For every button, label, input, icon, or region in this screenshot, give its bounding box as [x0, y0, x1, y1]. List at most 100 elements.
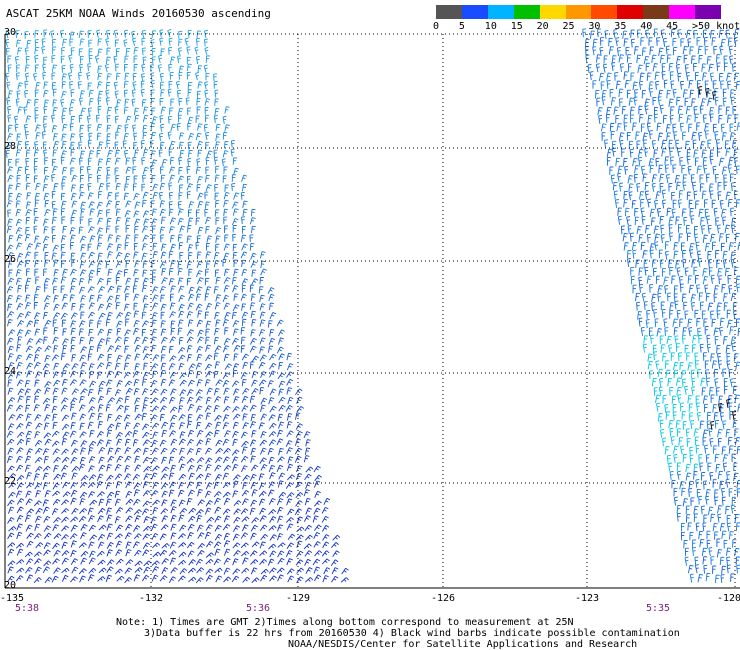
wind-barb: [52, 244, 60, 252]
wind-barb: [694, 436, 699, 446]
wind-barb: [658, 47, 664, 56]
wind-barb: [708, 267, 713, 276]
wind-barb: [735, 275, 740, 285]
wind-barb: [655, 360, 660, 370]
wind-barb: [168, 576, 176, 584]
wind-barb: [24, 388, 31, 396]
wind-barb: [321, 550, 330, 557]
wind-barb: [134, 567, 143, 573]
wind-barb: [668, 344, 672, 354]
wind-barb: [186, 56, 191, 65]
wind-barb: [24, 80, 29, 89]
wind-barb: [125, 277, 132, 285]
wind-barb: [726, 352, 731, 362]
wind-barb: [134, 549, 142, 557]
wind-barb: [231, 380, 240, 388]
wind-barb: [322, 525, 330, 532]
wind-barb: [673, 293, 678, 303]
wind-barb: [96, 132, 102, 141]
wind-barb: [52, 413, 58, 422]
wind-barb: [665, 360, 670, 369]
wind-barb: [7, 345, 14, 353]
wind-barb: [61, 352, 66, 361]
wind-barb: [241, 490, 250, 497]
wind-barb: [285, 482, 294, 489]
wind-barb: [286, 558, 293, 566]
wind-barb: [205, 336, 210, 345]
wind-barb: [105, 89, 110, 98]
wind-barb: [671, 275, 676, 284]
wind-barb: [286, 492, 295, 499]
wind-barb: [7, 184, 13, 193]
wind-barb: [689, 412, 694, 421]
wind-barb: [687, 362, 693, 371]
wind-barb: [124, 345, 129, 353]
wind-barb: [97, 277, 104, 285]
wind-barb: [97, 234, 103, 242]
wind-barb: [241, 243, 248, 251]
wind-barb: [61, 115, 66, 124]
wind-barb: [204, 81, 209, 90]
wind-barb: [240, 251, 248, 259]
wind-barb: [141, 328, 147, 337]
wind-barb: [704, 123, 710, 132]
wind-barb: [88, 447, 94, 455]
wind-barb: [268, 439, 277, 446]
wind-barb: [168, 277, 175, 286]
wind-barb: [53, 473, 61, 481]
wind-barb: [7, 218, 13, 226]
wind-barb: [61, 387, 68, 395]
wind-barb: [205, 157, 210, 165]
wind-barb: [634, 89, 639, 98]
wind-barb: [179, 252, 184, 260]
wind-barb: [187, 122, 192, 131]
wind-barb: [662, 114, 668, 124]
wind-barb: [631, 241, 638, 251]
wind-barb: [709, 190, 714, 200]
wind-barb: [710, 233, 716, 243]
wind-barb: [26, 508, 35, 515]
wind-barb: [269, 405, 277, 413]
wind-barb: [161, 490, 168, 498]
wind-barb: [70, 167, 75, 175]
wind-barb: [232, 490, 239, 498]
wind-barb: [213, 81, 218, 89]
wind-barb: [24, 464, 31, 472]
wind-barb: [114, 345, 122, 353]
wind-barb: [124, 252, 131, 261]
wind-barb: [620, 225, 625, 235]
wind-barb: [70, 576, 78, 583]
wind-barb: [161, 567, 169, 574]
wind-barb: [689, 249, 694, 259]
wind-barb: [259, 346, 265, 354]
wind-barb: [97, 541, 105, 549]
wind-barb: [589, 71, 594, 81]
wind-barb: [42, 63, 47, 72]
wind-barb: [713, 368, 719, 378]
wind-barb: [125, 498, 134, 505]
wind-barb: [160, 311, 165, 320]
wind-barb: [53, 183, 59, 191]
wind-barb: [631, 200, 637, 209]
wind-barb: [142, 336, 149, 344]
note-line-1: Note: 1) Times are GMT 2)Times along bot…: [116, 617, 574, 628]
wind-barb: [678, 352, 683, 362]
wind-barb: [205, 166, 210, 175]
wind-barb: [7, 303, 13, 311]
wind-barb: [678, 276, 683, 285]
wind-barb: [70, 141, 75, 150]
wind-barb: [170, 234, 175, 243]
wind-barb: [682, 174, 688, 183]
wind-barb: [25, 404, 31, 413]
wind-barb: [250, 310, 256, 319]
wind-barb: [314, 474, 322, 482]
wind-barb: [726, 471, 731, 480]
wind-barb: [213, 352, 219, 361]
wind-barb: [16, 166, 23, 174]
wind-barb: [627, 63, 632, 72]
wind-barb: [96, 362, 105, 370]
wind-barb: [259, 337, 266, 345]
wind-barb: [35, 285, 41, 294]
wind-barb: [278, 491, 287, 498]
wind-barb: [260, 464, 268, 471]
